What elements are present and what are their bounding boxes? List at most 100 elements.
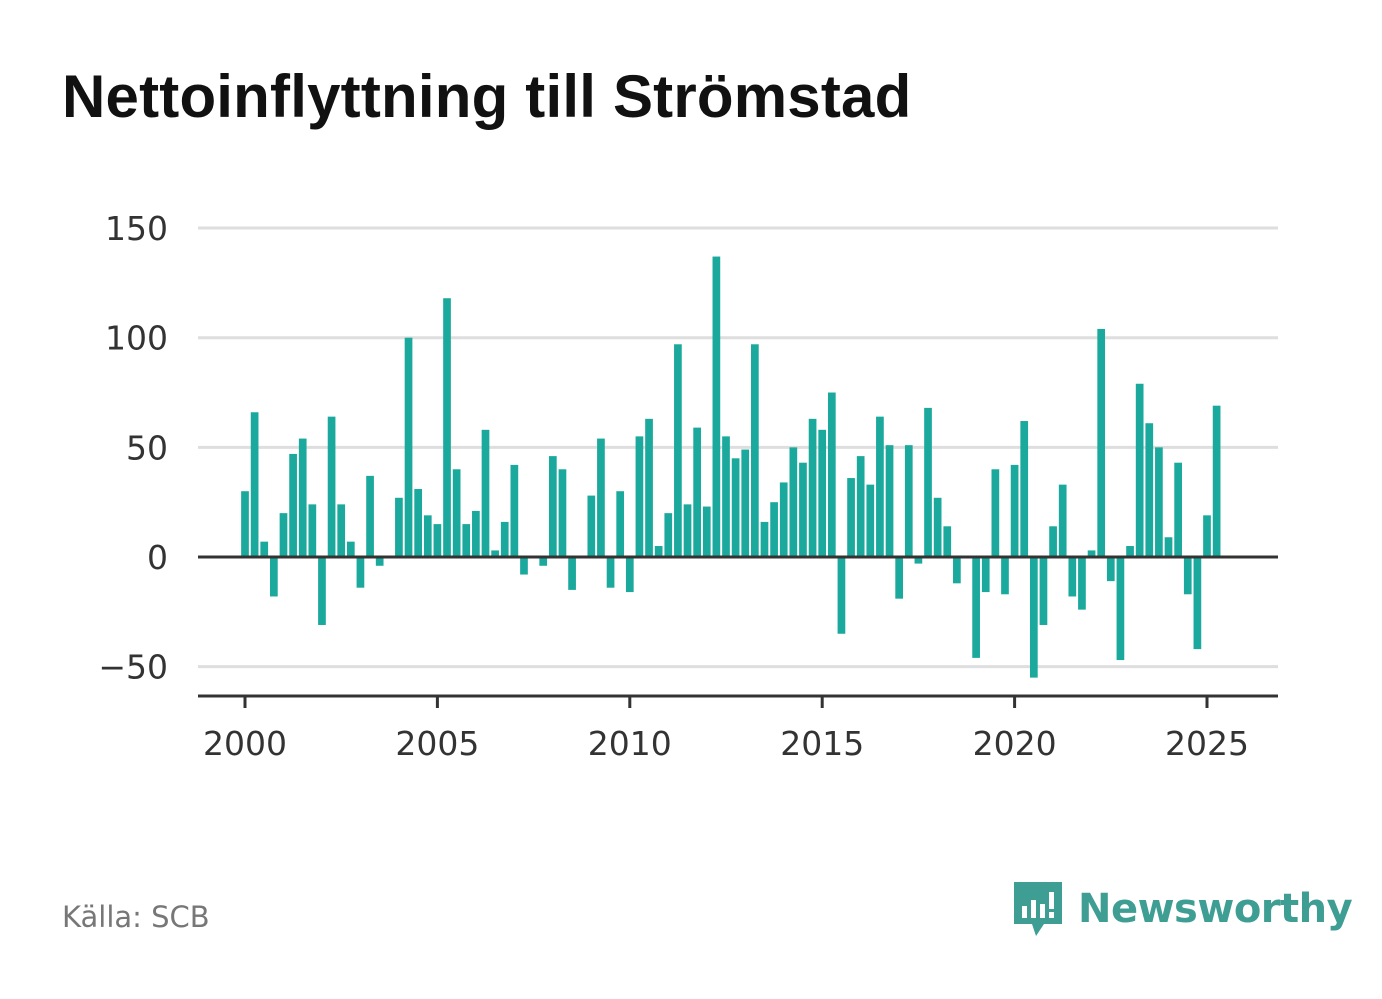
bar [1174,462,1182,557]
bar [414,489,423,557]
bar [847,478,855,557]
axes [198,555,1278,698]
bar [808,418,817,557]
bar [279,513,288,557]
bar [856,456,865,557]
bar [1212,405,1221,557]
bar [500,521,509,557]
bar [837,557,846,634]
bar [654,546,663,557]
bar [943,526,952,557]
bar [462,524,471,557]
bar [616,491,625,557]
bar [491,550,499,557]
bar [885,445,894,557]
bar [645,418,653,557]
newsworthy-logo-icon [1014,882,1062,936]
bar [751,344,759,557]
bar [1145,423,1154,557]
bar [568,557,576,590]
x-axis-labels: 2000 2005 2010 2015 2020 2025 [203,696,1249,763]
bar [799,462,807,557]
bar [1039,557,1048,625]
bar [539,557,548,566]
bar [770,502,778,557]
bar [1078,557,1086,610]
bar [260,541,269,557]
bar [924,407,932,557]
y-tick-label: 0 [147,538,168,577]
bar [472,510,480,557]
y-tick-label: 150 [105,209,168,248]
bar [933,497,942,557]
bar [1155,447,1163,557]
chart-title: Nettoinflyttning till Strömstad [62,63,912,130]
y-tick-label: −50 [98,648,168,687]
x-tick-label: 2015 [780,724,864,763]
bar [731,458,740,557]
x-tick-label: 2010 [588,724,672,763]
bar [1049,526,1057,557]
bar [558,469,567,557]
brand-name: Newsworthy [1078,886,1353,932]
bar [876,416,884,557]
bar [779,482,788,557]
bar [298,438,307,557]
bar [674,344,682,557]
bar [693,427,701,557]
bar [904,445,913,557]
bar [1183,557,1192,595]
bar [606,557,615,588]
gridlines [198,226,1278,669]
bar [597,438,605,557]
bar [375,557,384,566]
bar [683,504,692,557]
bar [270,557,278,597]
x-tick-label: 2025 [1165,724,1249,763]
bar [953,557,961,584]
bar [481,429,490,557]
bar [548,456,557,557]
x-tick-label: 2020 [973,724,1057,763]
bar [702,506,711,557]
bars [241,256,1221,678]
brand: Newsworthy [1010,878,1353,940]
bar [423,515,432,557]
bar [1135,383,1144,557]
bar [1116,557,1125,661]
bar [356,557,365,588]
bar [510,464,519,557]
bar [520,557,528,575]
y-tick-label: 100 [105,319,168,358]
bar [866,484,875,557]
bar [635,436,644,557]
bar [289,453,297,557]
bar [346,541,355,557]
bar [404,337,413,557]
bar [664,513,673,557]
bar [1068,557,1077,597]
bar [760,521,769,557]
bar [337,504,346,557]
bar [1058,484,1067,557]
y-tick-label: 50 [126,428,168,467]
bar [1106,557,1115,582]
x-tick-label: 2005 [395,724,479,763]
bar [818,429,827,557]
bar [1001,557,1009,595]
bar [395,497,403,557]
x-tick-label: 2000 [203,724,287,763]
bar [712,256,721,557]
bar [914,557,923,564]
bar [250,412,259,557]
bar [241,491,249,557]
bar [308,504,317,557]
bar [741,449,750,557]
bar [625,557,634,593]
bar [981,557,990,593]
y-axis-labels: 150 100 50 0 −50 [98,209,168,687]
bar [827,392,836,557]
bar [991,469,1000,557]
bar [1193,557,1202,650]
